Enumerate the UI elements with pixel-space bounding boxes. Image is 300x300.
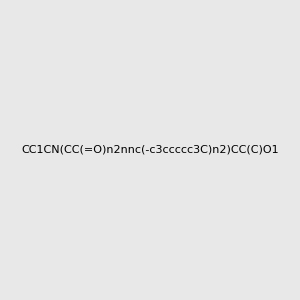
Text: CC1CN(CC(=O)n2nnc(-c3ccccc3C)n2)CC(C)O1: CC1CN(CC(=O)n2nnc(-c3ccccc3C)n2)CC(C)O1 xyxy=(21,145,279,155)
